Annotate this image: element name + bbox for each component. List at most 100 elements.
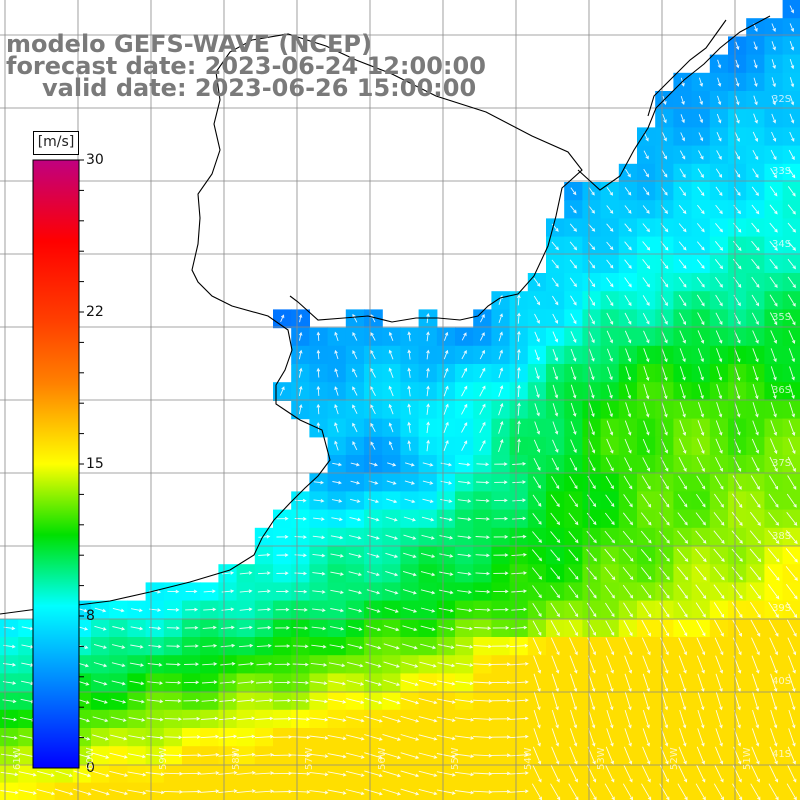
wind-arrow — [385, 534, 399, 540]
wind-arrow — [697, 709, 705, 729]
wind-arrow — [679, 330, 686, 344]
speed-cell — [782, 764, 800, 784]
wind-arrow — [751, 673, 760, 693]
lon-label: 61W — [12, 747, 23, 770]
wind-arrow — [787, 746, 796, 765]
wind-arrow — [568, 494, 579, 508]
wind-arrow — [715, 728, 723, 747]
wind-arrow — [437, 680, 456, 686]
wind-arrow — [767, 548, 780, 563]
wind-arrow — [570, 187, 577, 196]
wind-arrow — [661, 348, 668, 363]
wind-arrow — [751, 204, 760, 215]
wind-arrow — [642, 205, 650, 214]
wind-arrow — [753, 41, 758, 51]
wind-arrow — [679, 673, 687, 693]
speed-cell — [709, 782, 729, 800]
wind-arrow — [400, 770, 420, 778]
wind-arrow — [128, 735, 146, 740]
wind-arrow — [257, 571, 271, 575]
wind-arrow — [533, 673, 541, 693]
wind-arrow — [494, 498, 508, 503]
wind-arrow — [606, 205, 614, 214]
wind-arrow — [678, 475, 688, 490]
wind-arrow — [697, 438, 705, 455]
wind-arrow — [751, 728, 760, 747]
wind-arrow — [457, 517, 472, 522]
wind-arrow — [334, 331, 339, 342]
wind-arrow — [751, 240, 760, 252]
wind-arrow — [201, 680, 218, 684]
wind-arrow — [274, 662, 291, 666]
wind-arrow — [789, 384, 795, 400]
wind-arrow — [770, 402, 777, 418]
wind-arrow — [509, 734, 529, 739]
wind-arrow — [330, 571, 344, 576]
wind-arrow — [698, 366, 704, 381]
wind-arrow — [517, 312, 521, 324]
wind-arrow — [622, 548, 634, 562]
wind-arrow — [55, 770, 73, 778]
wind-arrow — [382, 715, 402, 723]
wind-arrow — [94, 625, 107, 631]
wind-arrow — [365, 625, 382, 632]
wind-arrow — [605, 655, 614, 674]
wind-arrow — [292, 644, 309, 649]
wind-arrow — [751, 655, 760, 674]
wind-arrow — [607, 366, 613, 381]
wind-arrow — [552, 366, 559, 381]
wind-arrow — [570, 313, 577, 325]
wind-arrow — [623, 620, 633, 637]
wind-arrow — [713, 512, 725, 526]
wind-arrow — [714, 493, 724, 508]
wind-arrow — [642, 223, 650, 233]
wind-arrow — [605, 765, 615, 783]
wind-arrow — [550, 567, 561, 580]
wind-arrow — [769, 655, 778, 674]
wind-arrow — [714, 241, 724, 251]
wind-arrow — [181, 789, 202, 794]
wind-arrow — [588, 438, 596, 454]
wind-arrow — [455, 662, 474, 667]
wind-arrow — [479, 385, 486, 397]
wind-arrow — [624, 673, 632, 693]
wind-arrow — [698, 384, 704, 400]
wind-arrow — [511, 534, 527, 539]
wind-arrow — [785, 548, 798, 563]
wind-arrow — [750, 765, 760, 783]
wind-arrow — [696, 241, 705, 251]
wind-arrow — [569, 728, 578, 747]
wind-arrow — [678, 223, 687, 233]
wind-arrow — [345, 716, 365, 723]
wind-arrow — [624, 438, 632, 454]
wind-arrow — [786, 601, 798, 618]
wind-arrow — [327, 716, 347, 722]
wind-arrow — [716, 113, 722, 124]
wind-arrow — [418, 679, 438, 686]
wind-arrow — [533, 728, 541, 747]
wind-arrow — [749, 548, 762, 563]
speed-cell — [527, 782, 547, 800]
wind-arrow — [606, 438, 614, 454]
wind-arrow — [498, 420, 504, 434]
wind-arrow — [517, 420, 521, 435]
lat-label: 34S — [772, 239, 792, 250]
wind-arrow — [533, 457, 541, 471]
wind-arrow — [456, 608, 473, 613]
wind-arrow — [769, 312, 778, 326]
wind-arrow — [676, 548, 689, 563]
wind-arrow — [331, 517, 343, 522]
wind-arrow — [511, 552, 527, 557]
wind-arrow — [407, 403, 411, 415]
wind-arrow — [551, 277, 559, 288]
wind-arrow — [715, 312, 723, 326]
wind-arrow — [552, 421, 559, 435]
wind-arrow — [569, 277, 577, 288]
wind-arrow — [642, 691, 650, 711]
wind-arrow — [420, 552, 436, 558]
wind-arrow — [695, 602, 706, 618]
wind-arrow — [517, 348, 521, 361]
colorbar-label-8: 8 — [86, 608, 95, 624]
wind-arrow — [735, 59, 740, 69]
wind-arrow — [731, 548, 743, 562]
